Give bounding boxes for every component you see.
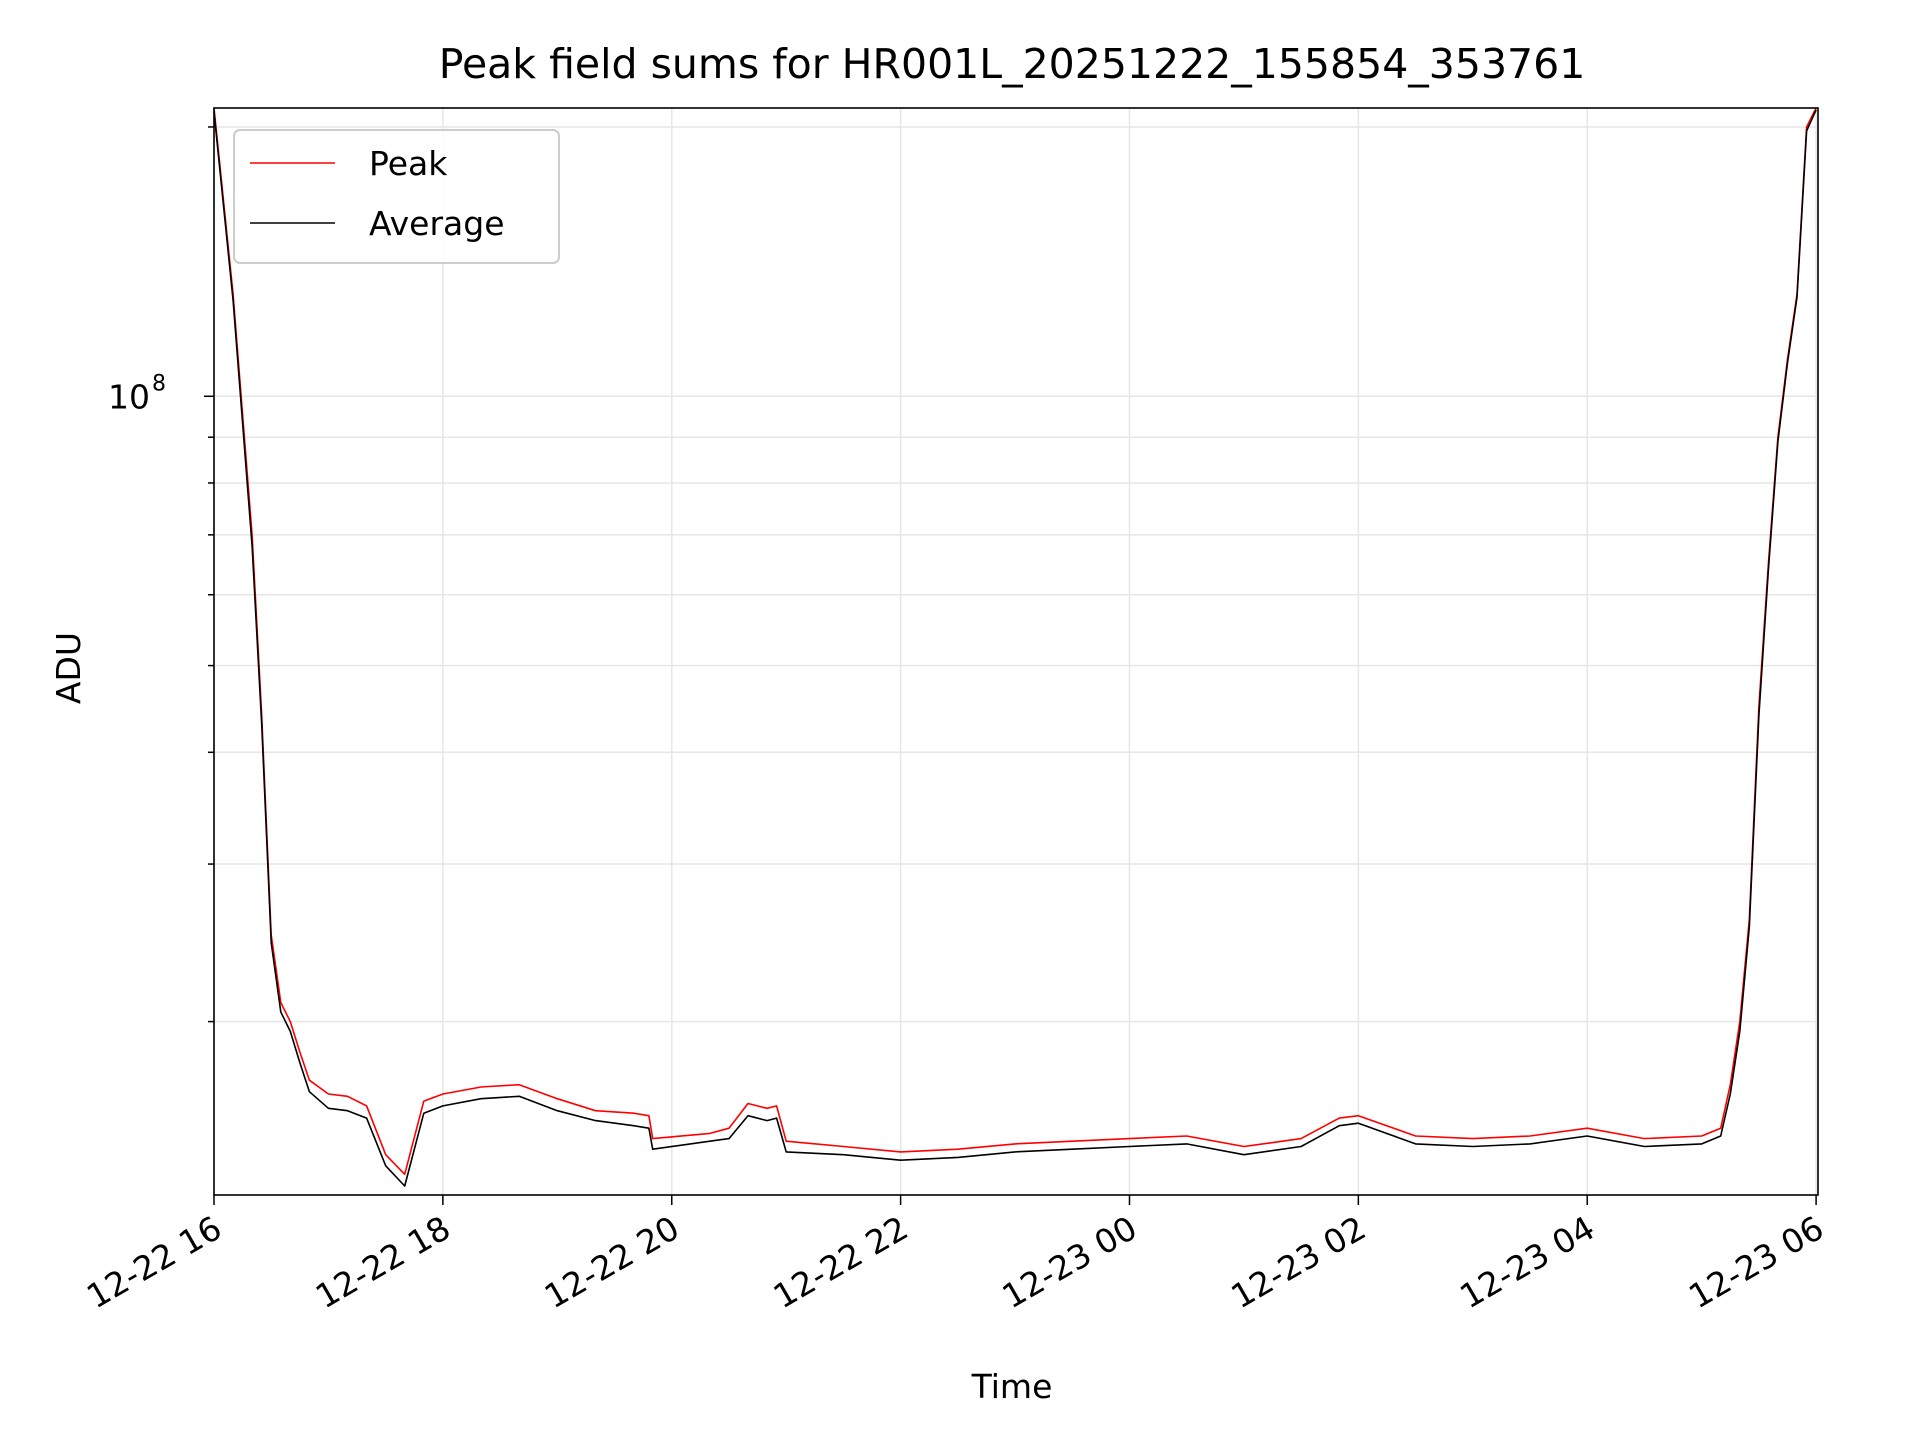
chart-title: Peak field sums for HR001L_20251222_1558… bbox=[439, 40, 1586, 88]
y-tick-label: 10 bbox=[108, 377, 150, 416]
legend-label-average: Average bbox=[369, 204, 505, 243]
series-line-peak bbox=[213, 107, 1817, 1176]
legend: Peak Average bbox=[233, 129, 560, 264]
grid bbox=[213, 108, 1818, 1195]
y-axis-label: ADU bbox=[49, 632, 88, 704]
legend-label-peak: Peak bbox=[369, 144, 448, 183]
series-layer bbox=[213, 107, 1817, 1187]
plot-frame bbox=[213, 107, 1819, 1196]
series-line-average bbox=[213, 109, 1817, 1187]
x-axis-label: Time bbox=[971, 1367, 1053, 1406]
y-tick-exponent: 8 bbox=[152, 371, 166, 396]
